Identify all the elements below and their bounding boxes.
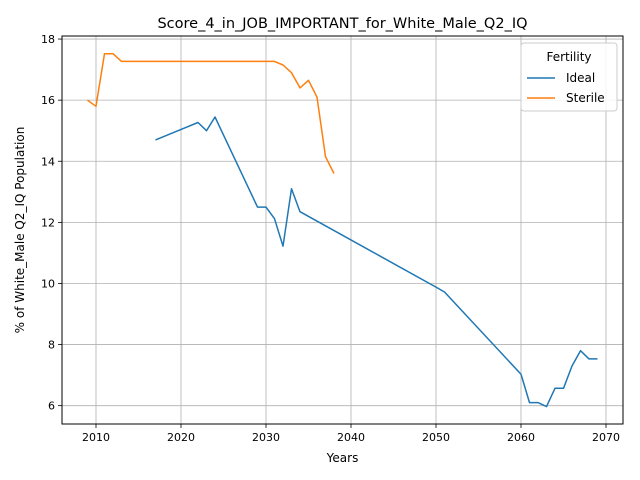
y-tick-label: 16	[41, 94, 55, 107]
y-axis-label: % of White_Male Q2_IQ Population	[13, 127, 27, 334]
y-tick-label: 10	[41, 277, 55, 290]
legend: Fertility Ideal Sterile	[520, 42, 618, 112]
y-tick-label: 18	[41, 33, 55, 46]
y-tick-label: 6	[48, 400, 55, 413]
y-axis-ticks: 6 8 10 12 14 16 18	[41, 33, 62, 413]
series-lines	[87, 52, 598, 408]
x-axis-ticks: 2010 2020 2030 2040 2050 2060 2070	[82, 424, 620, 444]
plot-frame	[61, 35, 624, 425]
legend-title: Fertility	[546, 50, 591, 64]
x-tick-label: 2070	[592, 431, 620, 444]
y-tick-label: 8	[48, 339, 55, 352]
legend-label-ideal: Ideal	[566, 71, 595, 85]
legend-box	[520, 42, 618, 112]
grid-lines	[62, 36, 623, 424]
series-line-ideal	[155, 116, 598, 408]
y-tick-label: 14	[41, 155, 55, 168]
x-axis-label: Years	[326, 451, 359, 465]
x-tick-label: 2050	[422, 431, 450, 444]
legend-label-sterile: Sterile	[566, 91, 605, 105]
x-tick-label: 2020	[167, 431, 195, 444]
x-tick-label: 2030	[252, 431, 280, 444]
y-tick-label: 12	[41, 216, 55, 229]
x-tick-label: 2040	[337, 431, 365, 444]
series-line-sterile	[87, 52, 335, 174]
x-tick-label: 2010	[82, 431, 110, 444]
x-tick-label: 2060	[507, 431, 535, 444]
chart-title: Score_4_in_JOB_IMPORTANT_for_White_Male_…	[157, 16, 527, 32]
